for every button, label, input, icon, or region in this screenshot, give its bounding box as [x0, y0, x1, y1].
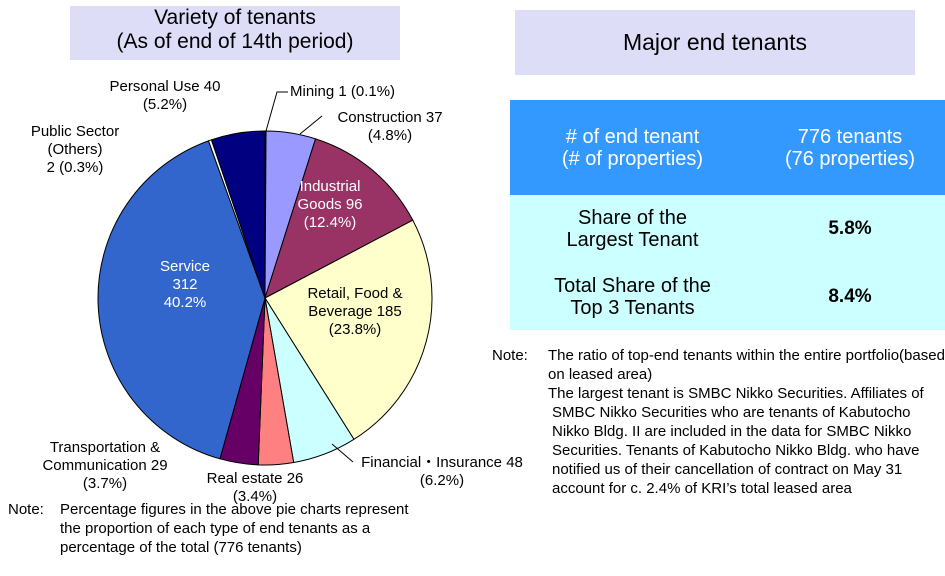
slice-label: Financial・Insurance 48 (6.2%): [361, 454, 523, 489]
slice-label: Public Sector (Others) 2 (0.3%): [30, 123, 120, 176]
pie-slice: [97, 140, 266, 460]
table-cell: Total Share of the Top 3 Tenants: [510, 263, 755, 330]
note-text: The largest tenant is SMBC Nikko Securit…: [548, 385, 924, 497]
slice-label: Real estate 26 (3.4%): [206, 470, 304, 505]
slice-label: Mining 1 (0.1%): [290, 83, 396, 100]
table-title: Major end tenants: [515, 10, 915, 75]
note-label: Note:: [492, 347, 528, 364]
pie-slice: [264, 219, 433, 441]
slice-label: Transportation & Communication 29 (3.7%): [42, 439, 168, 492]
table-cell: 8.4%: [755, 263, 945, 330]
pie-slice: [264, 138, 414, 300]
slice-label: Industrial Goods 96 (12.4%): [297, 178, 363, 231]
pie-title: Variety of tenants (As of end of 14th pe…: [70, 6, 400, 60]
pie-note: Note: Percentage figures in the above pi…: [8, 500, 428, 557]
table-cell: 5.8%: [755, 195, 945, 263]
table-header: # of end tenant (# of properties): [510, 100, 755, 195]
note-text: The ratio of top-end tenants within the …: [548, 347, 945, 383]
slice-label: Construction 37 (4.8%): [337, 109, 443, 144]
leader-line: [265, 91, 288, 132]
table-cell: Share of the Largest Tenant: [510, 195, 755, 263]
table-header: 776 tenants (76 properties): [755, 100, 945, 195]
pie-slice: [210, 130, 266, 299]
leader-line: [331, 443, 354, 463]
table-note: Note: The ratio of top-end tenants withi…: [492, 346, 945, 498]
note-text: Percentage figures in the above pie char…: [60, 501, 409, 556]
slice-label: Personal Use 40 (5.2%): [109, 78, 221, 113]
note-label: Note:: [8, 501, 44, 518]
leader-line: [299, 115, 323, 135]
slice-label: Retail, Food & Beverage 185 (23.8%): [307, 285, 403, 338]
slice-label: Service 312 40.2%: [159, 258, 211, 311]
